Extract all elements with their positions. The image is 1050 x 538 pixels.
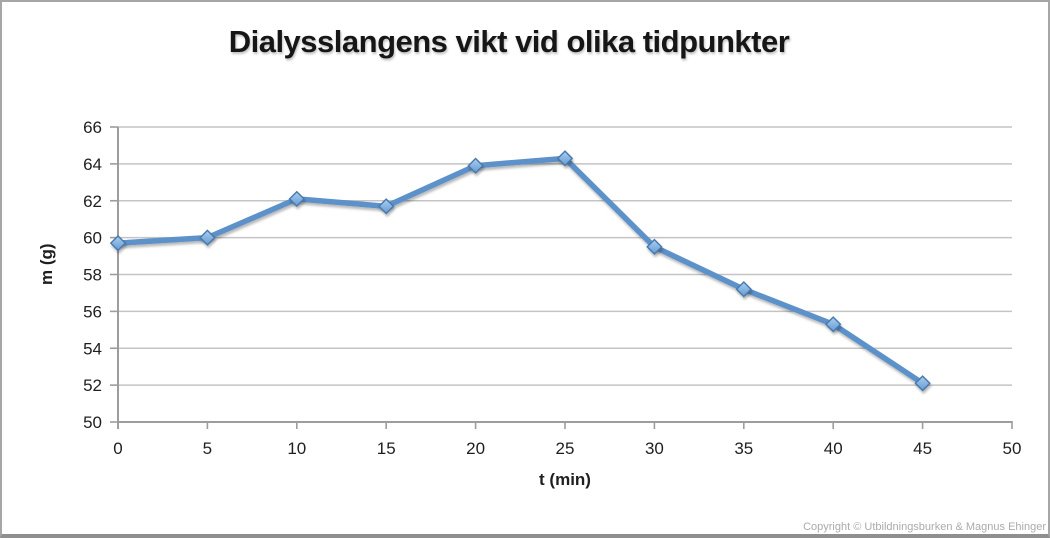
y-tick-label: 58: [83, 266, 102, 285]
data-point-marker: [646, 238, 663, 256]
x-axis-title: t (min): [539, 470, 591, 489]
x-tick-label: 35: [734, 439, 753, 458]
axes: [110, 126, 1013, 429]
x-tick-label: 50: [1003, 439, 1022, 458]
x-tick-label: 30: [645, 439, 664, 458]
data-point-marker: [556, 150, 574, 167]
y-tick-label: 54: [83, 339, 102, 358]
y-tick-label: 62: [83, 192, 102, 211]
y-tick-label: 66: [83, 118, 102, 137]
y-tick-label: 50: [83, 413, 102, 432]
chart-title: Dialysslangens vikt vid olika tidpunkter: [228, 24, 790, 59]
data-point-marker: [825, 316, 842, 333]
y-tick-label: 64: [83, 155, 102, 174]
x-tick-label: 40: [824, 439, 843, 458]
data-point-marker: [288, 190, 305, 208]
data-point-marker: [914, 375, 931, 392]
copyright-text: Copyright © Utbildningsburken & Magnus E…: [803, 521, 1046, 533]
x-tick-label: 45: [913, 439, 932, 458]
gridlines: [118, 126, 1012, 386]
data-point-marker: [199, 229, 216, 246]
data-point-marker: [735, 281, 752, 298]
data-series: [109, 150, 931, 392]
y-tick-label: 60: [83, 229, 102, 248]
x-tick-label: 25: [556, 439, 575, 458]
y-tick-label: 52: [83, 376, 102, 395]
y-tick-label: 56: [83, 302, 102, 321]
x-tick-label: 15: [377, 439, 396, 458]
x-tick-label: 0: [113, 439, 122, 458]
data-point-marker: [378, 198, 395, 215]
data-point-marker: [467, 157, 484, 174]
x-tick-label: 5: [203, 439, 212, 458]
x-tick-label: 10: [287, 439, 306, 458]
series-line: [115, 155, 926, 387]
x-tick-label: 20: [466, 439, 485, 458]
y-axis-title: m (g): [37, 243, 56, 285]
tick-labels: 50 52 54 56 58 60 62 64 66 0 5 10 15 20 25 30 35 40 45 50: [83, 118, 1021, 458]
data-point-marker: [109, 234, 127, 252]
